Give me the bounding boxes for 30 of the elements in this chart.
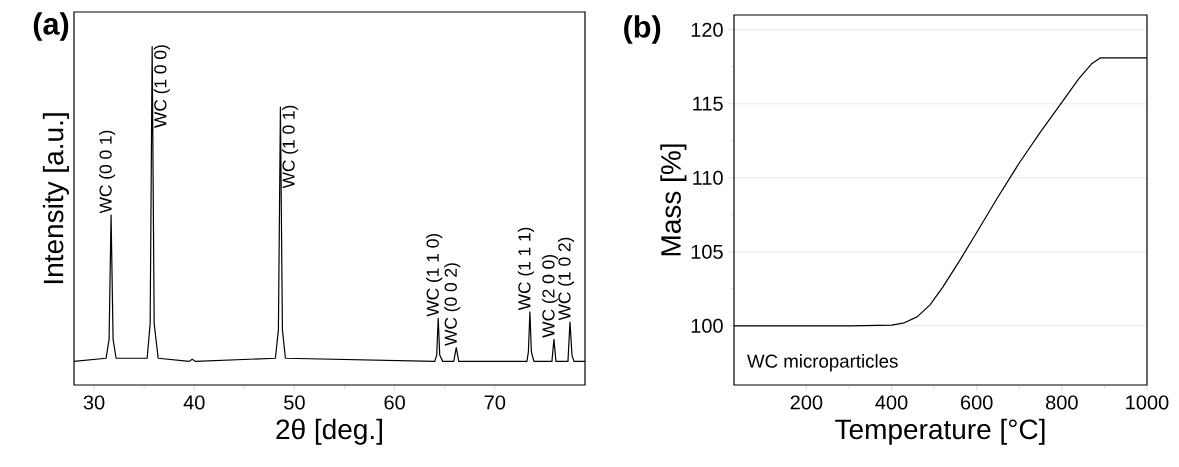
x-tick-label: 60 (384, 395, 405, 410)
y-tick-label: 105 (691, 244, 723, 259)
x-tick-label: 30 (83, 395, 105, 410)
annotation: WC (1 0 2) (557, 237, 575, 321)
x-tick-label: 200 (790, 395, 823, 410)
x-tick-label: 1000 (1126, 395, 1169, 410)
x-tick-label: 400 (875, 395, 908, 410)
x-tick-label: 40 (183, 395, 205, 410)
annotation: WC (2 0 0) (541, 255, 559, 338)
x-tick-label: 600 (961, 395, 993, 410)
x-tick-label: 800 (1046, 395, 1078, 410)
x-tick-label: 70 (484, 395, 506, 410)
y-axis-title: Mass [%] (660, 144, 687, 256)
y-tick-label: 100 (691, 318, 723, 333)
annotation: WC microparticles (747, 354, 898, 372)
annotation: WC (1 0 0) (153, 45, 170, 128)
x-axis-title: Temperature [°C] (835, 418, 1045, 445)
annotation: WC (1 0 1) (282, 105, 299, 189)
y-tick-label: 115 (693, 96, 723, 111)
y-tick-label: 120 (691, 22, 723, 37)
x-tick-label: 50 (284, 395, 305, 410)
annotation: WC (0 0 1) (99, 130, 116, 214)
y-axis-title: Intensity [a.u.] (42, 113, 69, 284)
annotation: WC (0 0 2) (444, 263, 461, 346)
y-tick-label: 110 (693, 170, 723, 185)
annotation: WC (1 1 0) (426, 233, 443, 317)
chart-title: (b) (624, 15, 661, 44)
x-axis-title: 2θ [deg.] (276, 418, 382, 445)
annotation: WC (1 1 1) (517, 227, 534, 311)
chart-title: (a) (33, 12, 69, 41)
